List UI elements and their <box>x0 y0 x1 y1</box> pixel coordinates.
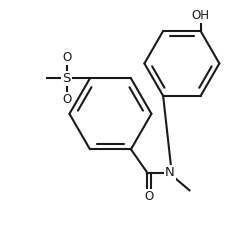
Text: OH: OH <box>192 9 210 22</box>
Text: N: N <box>165 166 175 179</box>
Text: O: O <box>62 93 71 106</box>
Text: O: O <box>62 51 71 64</box>
Text: O: O <box>145 190 154 203</box>
Text: S: S <box>62 72 71 85</box>
